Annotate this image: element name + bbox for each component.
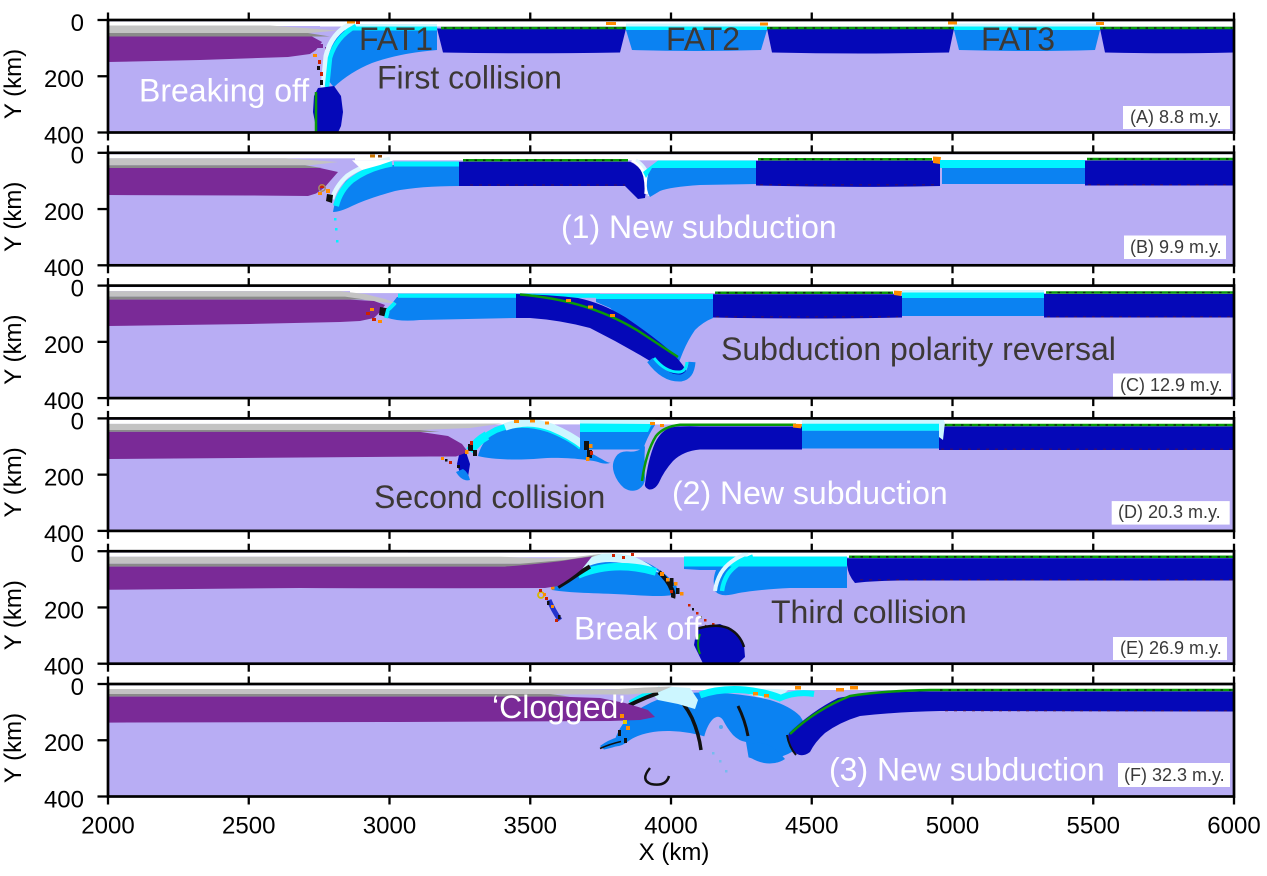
svg-text:400: 400 bbox=[44, 521, 84, 548]
svg-text:4000: 4000 bbox=[644, 813, 697, 840]
svg-text:(2) New subduction: (2) New subduction bbox=[672, 475, 948, 511]
svg-text:X (km): X (km) bbox=[639, 839, 710, 866]
svg-text:2000: 2000 bbox=[81, 813, 134, 840]
svg-text:Subduction polarity reversal: Subduction polarity reversal bbox=[721, 331, 1116, 367]
svg-text:0: 0 bbox=[71, 10, 84, 37]
svg-text:Break off: Break off bbox=[574, 611, 702, 647]
svg-text:2500: 2500 bbox=[222, 813, 275, 840]
svg-text:Y (km): Y (km) bbox=[0, 49, 27, 119]
svg-text:Third collision: Third collision bbox=[771, 594, 967, 630]
svg-text:0: 0 bbox=[71, 276, 84, 303]
svg-text:200: 200 bbox=[44, 66, 84, 93]
svg-text:200: 200 bbox=[44, 332, 84, 359]
svg-text:Second collision: Second collision bbox=[374, 479, 605, 515]
svg-text:4500: 4500 bbox=[785, 813, 838, 840]
svg-text:(A) 8.8 m.y.: (A) 8.8 m.y. bbox=[1130, 107, 1222, 127]
svg-text:5500: 5500 bbox=[1067, 813, 1120, 840]
svg-text:400: 400 bbox=[44, 786, 84, 813]
svg-text:200: 200 bbox=[44, 465, 84, 492]
svg-text:FAT1: FAT1 bbox=[359, 21, 433, 57]
svg-text:(3) New subduction: (3) New subduction bbox=[829, 752, 1105, 788]
svg-text:0: 0 bbox=[71, 674, 84, 701]
svg-text:(E) 26.9 m.y.: (E) 26.9 m.y. bbox=[1120, 638, 1222, 658]
svg-text:(D) 20.3 m.y.: (D) 20.3 m.y. bbox=[1118, 502, 1221, 522]
svg-text:3500: 3500 bbox=[504, 813, 557, 840]
svg-text:200: 200 bbox=[44, 597, 84, 624]
svg-text:5000: 5000 bbox=[926, 813, 979, 840]
svg-text:400: 400 bbox=[44, 388, 84, 415]
svg-text:400: 400 bbox=[44, 255, 84, 282]
svg-text:200: 200 bbox=[44, 199, 84, 226]
svg-text:200: 200 bbox=[44, 730, 84, 757]
svg-text:Y (km): Y (km) bbox=[0, 447, 27, 517]
svg-text:400: 400 bbox=[44, 654, 84, 681]
svg-text:FAT2: FAT2 bbox=[666, 21, 740, 57]
svg-text:400: 400 bbox=[44, 122, 84, 149]
svg-text:(B) 9.9 m.y.: (B) 9.9 m.y. bbox=[1130, 237, 1222, 257]
svg-text:0: 0 bbox=[71, 143, 84, 170]
svg-text:Y (km): Y (km) bbox=[0, 713, 27, 783]
svg-text:‘Clogged’: ‘Clogged’ bbox=[492, 689, 625, 725]
svg-text:First collision: First collision bbox=[377, 60, 562, 96]
svg-text:0: 0 bbox=[71, 541, 84, 568]
svg-text:Y (km): Y (km) bbox=[0, 314, 27, 384]
svg-text:(C) 12.9 m.y.: (C) 12.9 m.y. bbox=[1120, 375, 1223, 395]
svg-text:Y (km): Y (km) bbox=[0, 580, 27, 650]
svg-text:0: 0 bbox=[71, 408, 84, 435]
svg-text:Y (km): Y (km) bbox=[0, 182, 27, 252]
svg-text:FAT3: FAT3 bbox=[981, 21, 1055, 57]
svg-text:3000: 3000 bbox=[363, 813, 416, 840]
svg-text:Breaking off: Breaking off bbox=[139, 73, 309, 109]
svg-text:6000: 6000 bbox=[1207, 813, 1260, 840]
svg-text:(1) New subduction: (1) New subduction bbox=[561, 209, 837, 245]
svg-text:(F) 32.3 m.y.: (F) 32.3 m.y. bbox=[1124, 765, 1225, 785]
